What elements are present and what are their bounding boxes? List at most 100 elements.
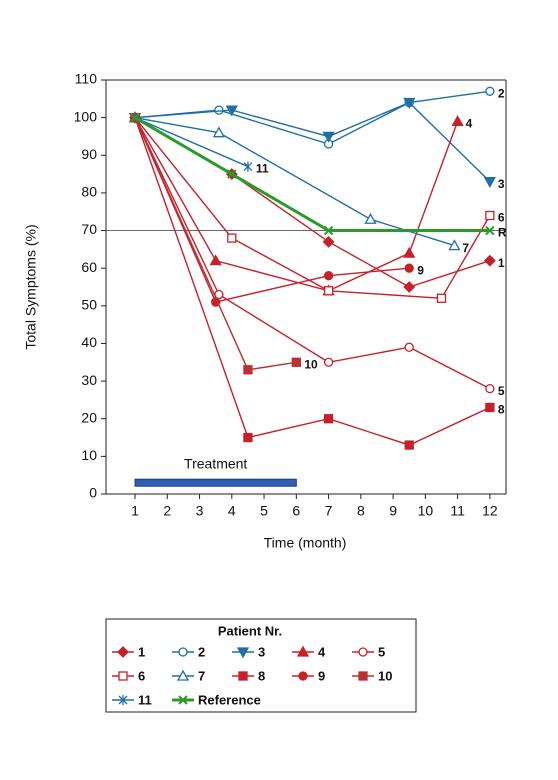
y-tick-label: 70 — [81, 221, 97, 237]
legend-marker — [117, 646, 129, 658]
marker — [243, 365, 253, 375]
y-axis-label: Total Symptoms (%) — [23, 224, 39, 349]
legend-label: 8 — [258, 668, 265, 683]
legend-label: 10 — [378, 668, 392, 683]
marker — [225, 105, 238, 117]
series-line — [134, 116, 490, 233]
legend-label: 7 — [198, 668, 205, 683]
marker — [227, 169, 237, 179]
y-tick-label: 110 — [75, 71, 98, 87]
marker — [404, 342, 414, 352]
series-line — [134, 116, 455, 247]
marker — [483, 176, 496, 188]
marker — [403, 97, 416, 109]
end-label: R — [498, 226, 507, 240]
marker — [404, 440, 414, 450]
legend-marker — [236, 647, 250, 659]
x-tick-label: 5 — [260, 503, 268, 519]
marker — [323, 225, 334, 236]
end-label: 6 — [498, 211, 505, 225]
marker — [451, 115, 464, 127]
y-tick-label: 10 — [81, 447, 97, 463]
legend-label: Reference — [198, 692, 261, 707]
marker — [323, 357, 334, 367]
legend-label: 6 — [138, 668, 145, 683]
end-label: 4 — [466, 117, 473, 131]
legend-label: 9 — [318, 668, 325, 683]
legend-marker — [176, 669, 190, 681]
marker — [323, 414, 334, 424]
end-label: 3 — [498, 177, 505, 191]
marker — [483, 254, 496, 267]
legend-marker — [118, 671, 128, 681]
x-tick-label: 7 — [325, 503, 333, 519]
marker — [436, 293, 447, 303]
legend-label: 1 — [138, 644, 145, 659]
legend-label: 5 — [378, 644, 385, 659]
x-tick-label: 3 — [196, 503, 204, 519]
end-label: 11 — [256, 162, 269, 176]
legend-marker — [118, 695, 128, 705]
end-label: 9 — [417, 263, 424, 277]
x-tick-label: 6 — [292, 503, 300, 519]
y-tick-label: 40 — [81, 334, 97, 350]
y-tick-label: 20 — [81, 409, 97, 425]
end-label: 10 — [304, 357, 318, 371]
series-line — [134, 117, 410, 303]
marker — [130, 112, 140, 123]
end-label: 2 — [498, 86, 505, 100]
marker — [323, 286, 334, 296]
y-tick-label: 60 — [81, 259, 97, 275]
marker — [209, 254, 222, 266]
treatment-label: Treatment — [184, 455, 247, 471]
y-tick-label: 50 — [81, 297, 97, 313]
marker — [322, 131, 335, 143]
marker — [291, 357, 301, 367]
end-label: 8 — [498, 403, 505, 417]
legend-marker — [178, 695, 188, 705]
treatment-bar — [134, 478, 297, 487]
marker — [322, 235, 335, 248]
legend-title: Patient Nr. — [218, 623, 282, 638]
legend-marker — [358, 647, 368, 657]
x-tick-label: 11 — [450, 503, 465, 519]
legend-label: 11 — [138, 692, 152, 707]
marker — [485, 383, 495, 394]
marker — [485, 402, 495, 413]
x-axis-label: Time (month) — [264, 535, 347, 551]
marker — [404, 263, 414, 273]
y-tick-label: 30 — [81, 372, 97, 388]
marker — [227, 233, 237, 243]
legend-marker — [238, 671, 248, 681]
x-tick-label: 9 — [389, 503, 397, 519]
x-tick-label: 1 — [131, 503, 139, 519]
end-label: 7 — [462, 241, 469, 255]
marker — [364, 212, 377, 224]
legend-marker — [358, 671, 368, 681]
end-label: 5 — [498, 384, 505, 398]
marker — [485, 225, 495, 236]
legend-label: 3 — [258, 644, 265, 659]
legend-marker — [296, 645, 310, 657]
marker — [243, 432, 253, 443]
y-tick-label: 0 — [89, 485, 97, 501]
y-tick-label: 90 — [81, 146, 97, 162]
y-tick-label: 80 — [81, 184, 97, 200]
x-tick-label: 2 — [163, 503, 171, 519]
x-tick-label: 4 — [228, 503, 236, 519]
x-tick-label: 10 — [418, 503, 434, 519]
legend-label: 2 — [198, 644, 205, 659]
end-label: 1 — [498, 256, 505, 270]
x-tick-label: 12 — [482, 503, 498, 519]
marker — [485, 86, 495, 96]
marker — [448, 239, 461, 251]
x-tick-label: 8 — [357, 503, 365, 519]
marker — [243, 161, 253, 172]
legend-box — [105, 618, 417, 713]
marker — [214, 105, 224, 115]
series-line — [134, 116, 249, 168]
legend-label: 4 — [318, 644, 326, 659]
legend-marker — [178, 647, 188, 657]
